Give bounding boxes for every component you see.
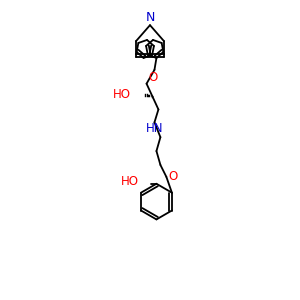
Text: HN: HN (146, 122, 163, 135)
Text: HO: HO (121, 175, 139, 188)
Text: O: O (149, 71, 158, 84)
Text: O: O (168, 170, 178, 183)
Text: N: N (145, 11, 155, 24)
Text: HO: HO (113, 88, 131, 101)
